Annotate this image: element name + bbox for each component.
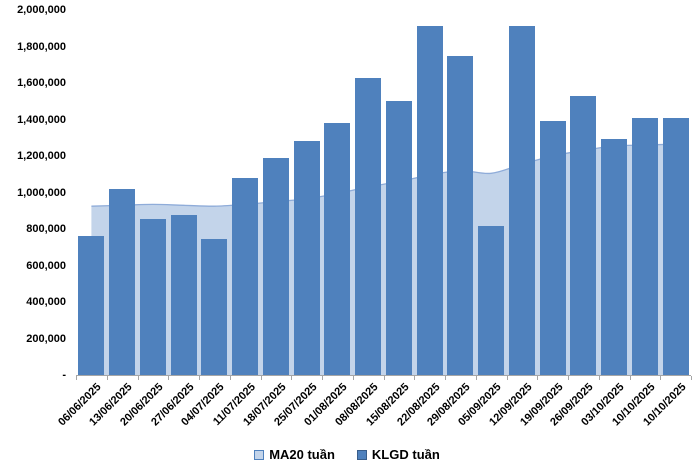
klgd-bar <box>631 117 658 375</box>
x-axis-tick <box>691 376 692 380</box>
x-axis-tick <box>506 376 508 380</box>
klgd-bar <box>508 26 535 375</box>
klgd-bar <box>262 157 289 375</box>
klgd-bar <box>570 95 597 375</box>
legend-item-ma20: MA20 tuần <box>254 447 335 462</box>
legend-item-klgd: KLGD tuần <box>356 447 440 462</box>
klgd-bar <box>293 141 320 375</box>
klgd-bar <box>662 117 689 375</box>
x-axis-tick <box>352 376 354 380</box>
klgd-bar <box>416 26 443 375</box>
x-axis-tick <box>137 376 139 380</box>
klgd-bar <box>78 236 105 375</box>
x-axis-tick <box>568 376 569 380</box>
x-axis-tick <box>260 376 262 380</box>
x-axis-tick <box>629 376 631 380</box>
x-axis-tick <box>383 376 385 380</box>
legend-label-klgd: KLGD tuần <box>371 447 440 462</box>
klgd-bar <box>539 121 566 375</box>
klgd-bar <box>601 138 628 375</box>
x-axis-tick <box>475 376 477 380</box>
y-tick-label: 1,000,000 <box>17 186 66 199</box>
klgd-bar <box>170 215 197 375</box>
x-axis-tick <box>106 376 108 380</box>
x-axis-tick <box>414 376 416 380</box>
x-axis-tick <box>598 376 600 380</box>
x-axis-tick <box>199 376 200 380</box>
klgd-bar <box>201 239 228 375</box>
x-axis-tick <box>291 376 293 380</box>
x-axis-tick <box>660 376 662 380</box>
x-axis-line <box>76 375 691 376</box>
y-tick-label: 800,000 <box>26 223 66 235</box>
y-tick-label: 1,200,000 <box>17 150 66 162</box>
klgd-bar <box>447 55 474 375</box>
klgd-swatch-icon <box>356 449 367 460</box>
y-tick-label: 1,600,000 <box>17 77 66 89</box>
y-tick-label: 200,000 <box>26 332 66 345</box>
x-axis-tick <box>229 376 231 380</box>
ma20-swatch-icon <box>254 449 265 460</box>
x-axis-tick <box>445 376 446 380</box>
klgd-bar <box>324 123 351 375</box>
y-tick-label: 1,400,000 <box>17 113 66 126</box>
legend-label-ma20: MA20 tuần <box>269 447 335 462</box>
klgd-bar <box>385 101 412 376</box>
klgd-bar <box>139 219 166 375</box>
y-tick-label: - <box>62 369 66 381</box>
y-tick-label: 2,000,000 <box>17 4 66 16</box>
y-tick-label: 1,800,000 <box>17 40 66 53</box>
klgd-bar <box>478 226 505 375</box>
x-axis-tick <box>322 376 323 380</box>
x-axis-tick <box>168 376 170 380</box>
klgd-bar <box>355 77 382 375</box>
klgd-bar <box>232 177 259 375</box>
klgd-bar <box>109 188 136 375</box>
x-axis-tick <box>537 376 539 380</box>
chart-legend: MA20 tuần KLGD tuần <box>0 447 694 462</box>
x-axis-tick <box>76 376 77 380</box>
y-tick-label: 600,000 <box>26 259 66 272</box>
y-tick-label: 400,000 <box>26 296 66 308</box>
